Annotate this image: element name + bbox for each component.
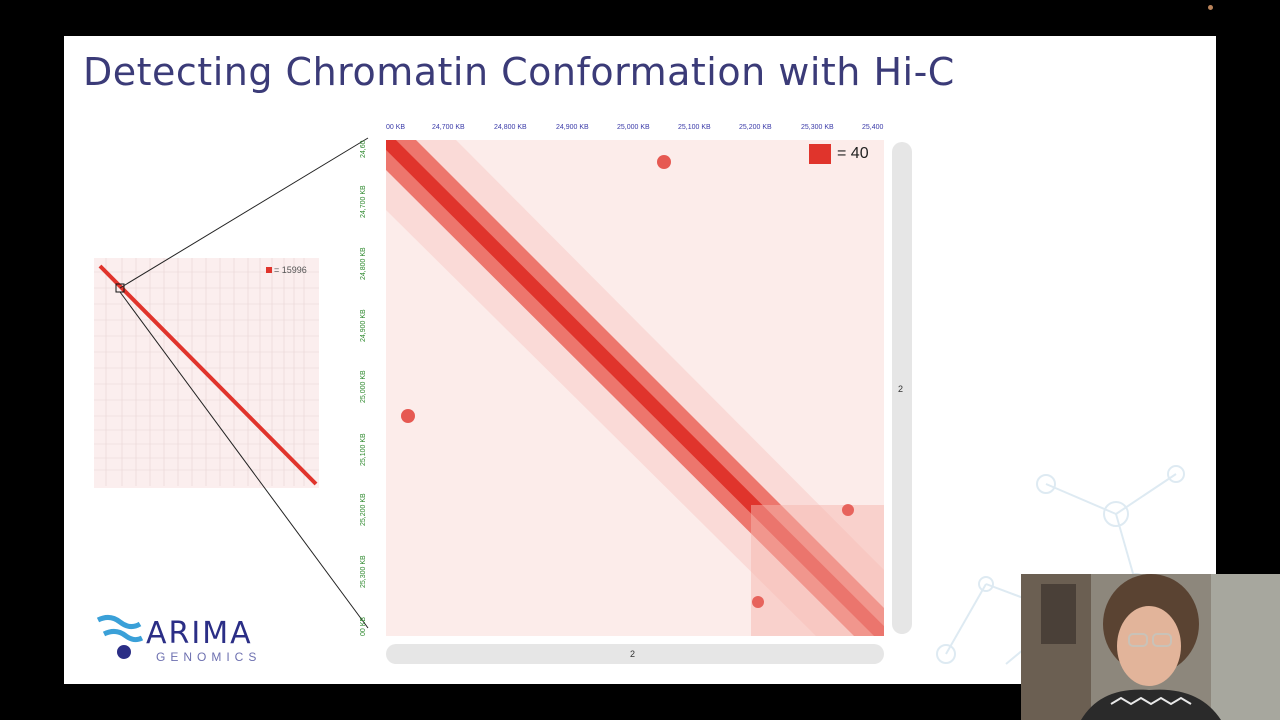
horizontal-scrollbar-label: 2 bbox=[630, 649, 636, 659]
legend-swatch bbox=[266, 267, 272, 273]
vertical-scrollbar-label: 2 bbox=[898, 384, 904, 394]
x-tick: 25,300 KB bbox=[801, 124, 834, 131]
legend-swatch bbox=[809, 144, 831, 164]
arima-logo-icon bbox=[96, 614, 144, 659]
x-tick: 25,200 KB bbox=[739, 124, 772, 131]
x-tick: 24,900 KB bbox=[556, 124, 589, 131]
y-tick: 25,000 KB bbox=[360, 370, 367, 403]
y-tick: 24,700 KB bbox=[360, 185, 367, 218]
y-tick: 24,800 KB bbox=[360, 247, 367, 280]
y-tick: 24,900 KB bbox=[360, 309, 367, 342]
y-tick: 24,60 bbox=[360, 140, 367, 158]
logo-subtitle: GENOMICS bbox=[156, 650, 262, 664]
logo-wordmark: ARIMA bbox=[146, 616, 253, 651]
x-tick: 25,400 bbox=[862, 124, 884, 131]
y-tick: 00 KB bbox=[360, 616, 367, 636]
y-tick: 25,300 KB bbox=[360, 555, 367, 588]
x-tick: 00 KB bbox=[386, 124, 406, 131]
heatmap-legend: = 40 bbox=[809, 144, 869, 164]
hic-contact-heatmap bbox=[386, 140, 884, 636]
x-tick: 25,100 KB bbox=[678, 124, 711, 131]
vertical-scrollbar[interactable]: 2 bbox=[892, 142, 912, 634]
x-tick: 24,700 KB bbox=[432, 124, 465, 131]
legend-value: = 40 bbox=[837, 145, 869, 162]
x-tick: 24,800 KB bbox=[494, 124, 527, 131]
slide: Detecting Chromatin Conformation with Hi… bbox=[64, 36, 1216, 684]
slide-title: Detecting Chromatin Conformation with Hi… bbox=[83, 50, 955, 94]
presenter-webcam bbox=[1021, 574, 1280, 720]
horizontal-scrollbar[interactable]: 2 bbox=[386, 644, 884, 664]
y-tick: 25,100 KB bbox=[360, 433, 367, 466]
thumbnail-legend-value: = 15996 bbox=[274, 265, 307, 275]
x-tick: 25,000 KB bbox=[617, 124, 650, 131]
arima-logo: ARIMA GENOMICS bbox=[96, 612, 256, 667]
presenter-video bbox=[1021, 574, 1280, 720]
genome-heatmap-thumbnail bbox=[94, 258, 319, 488]
y-tick: 25,200 KB bbox=[360, 493, 367, 526]
recording-dot bbox=[1208, 5, 1213, 10]
thumbnail-legend: = 15996 bbox=[266, 265, 307, 275]
